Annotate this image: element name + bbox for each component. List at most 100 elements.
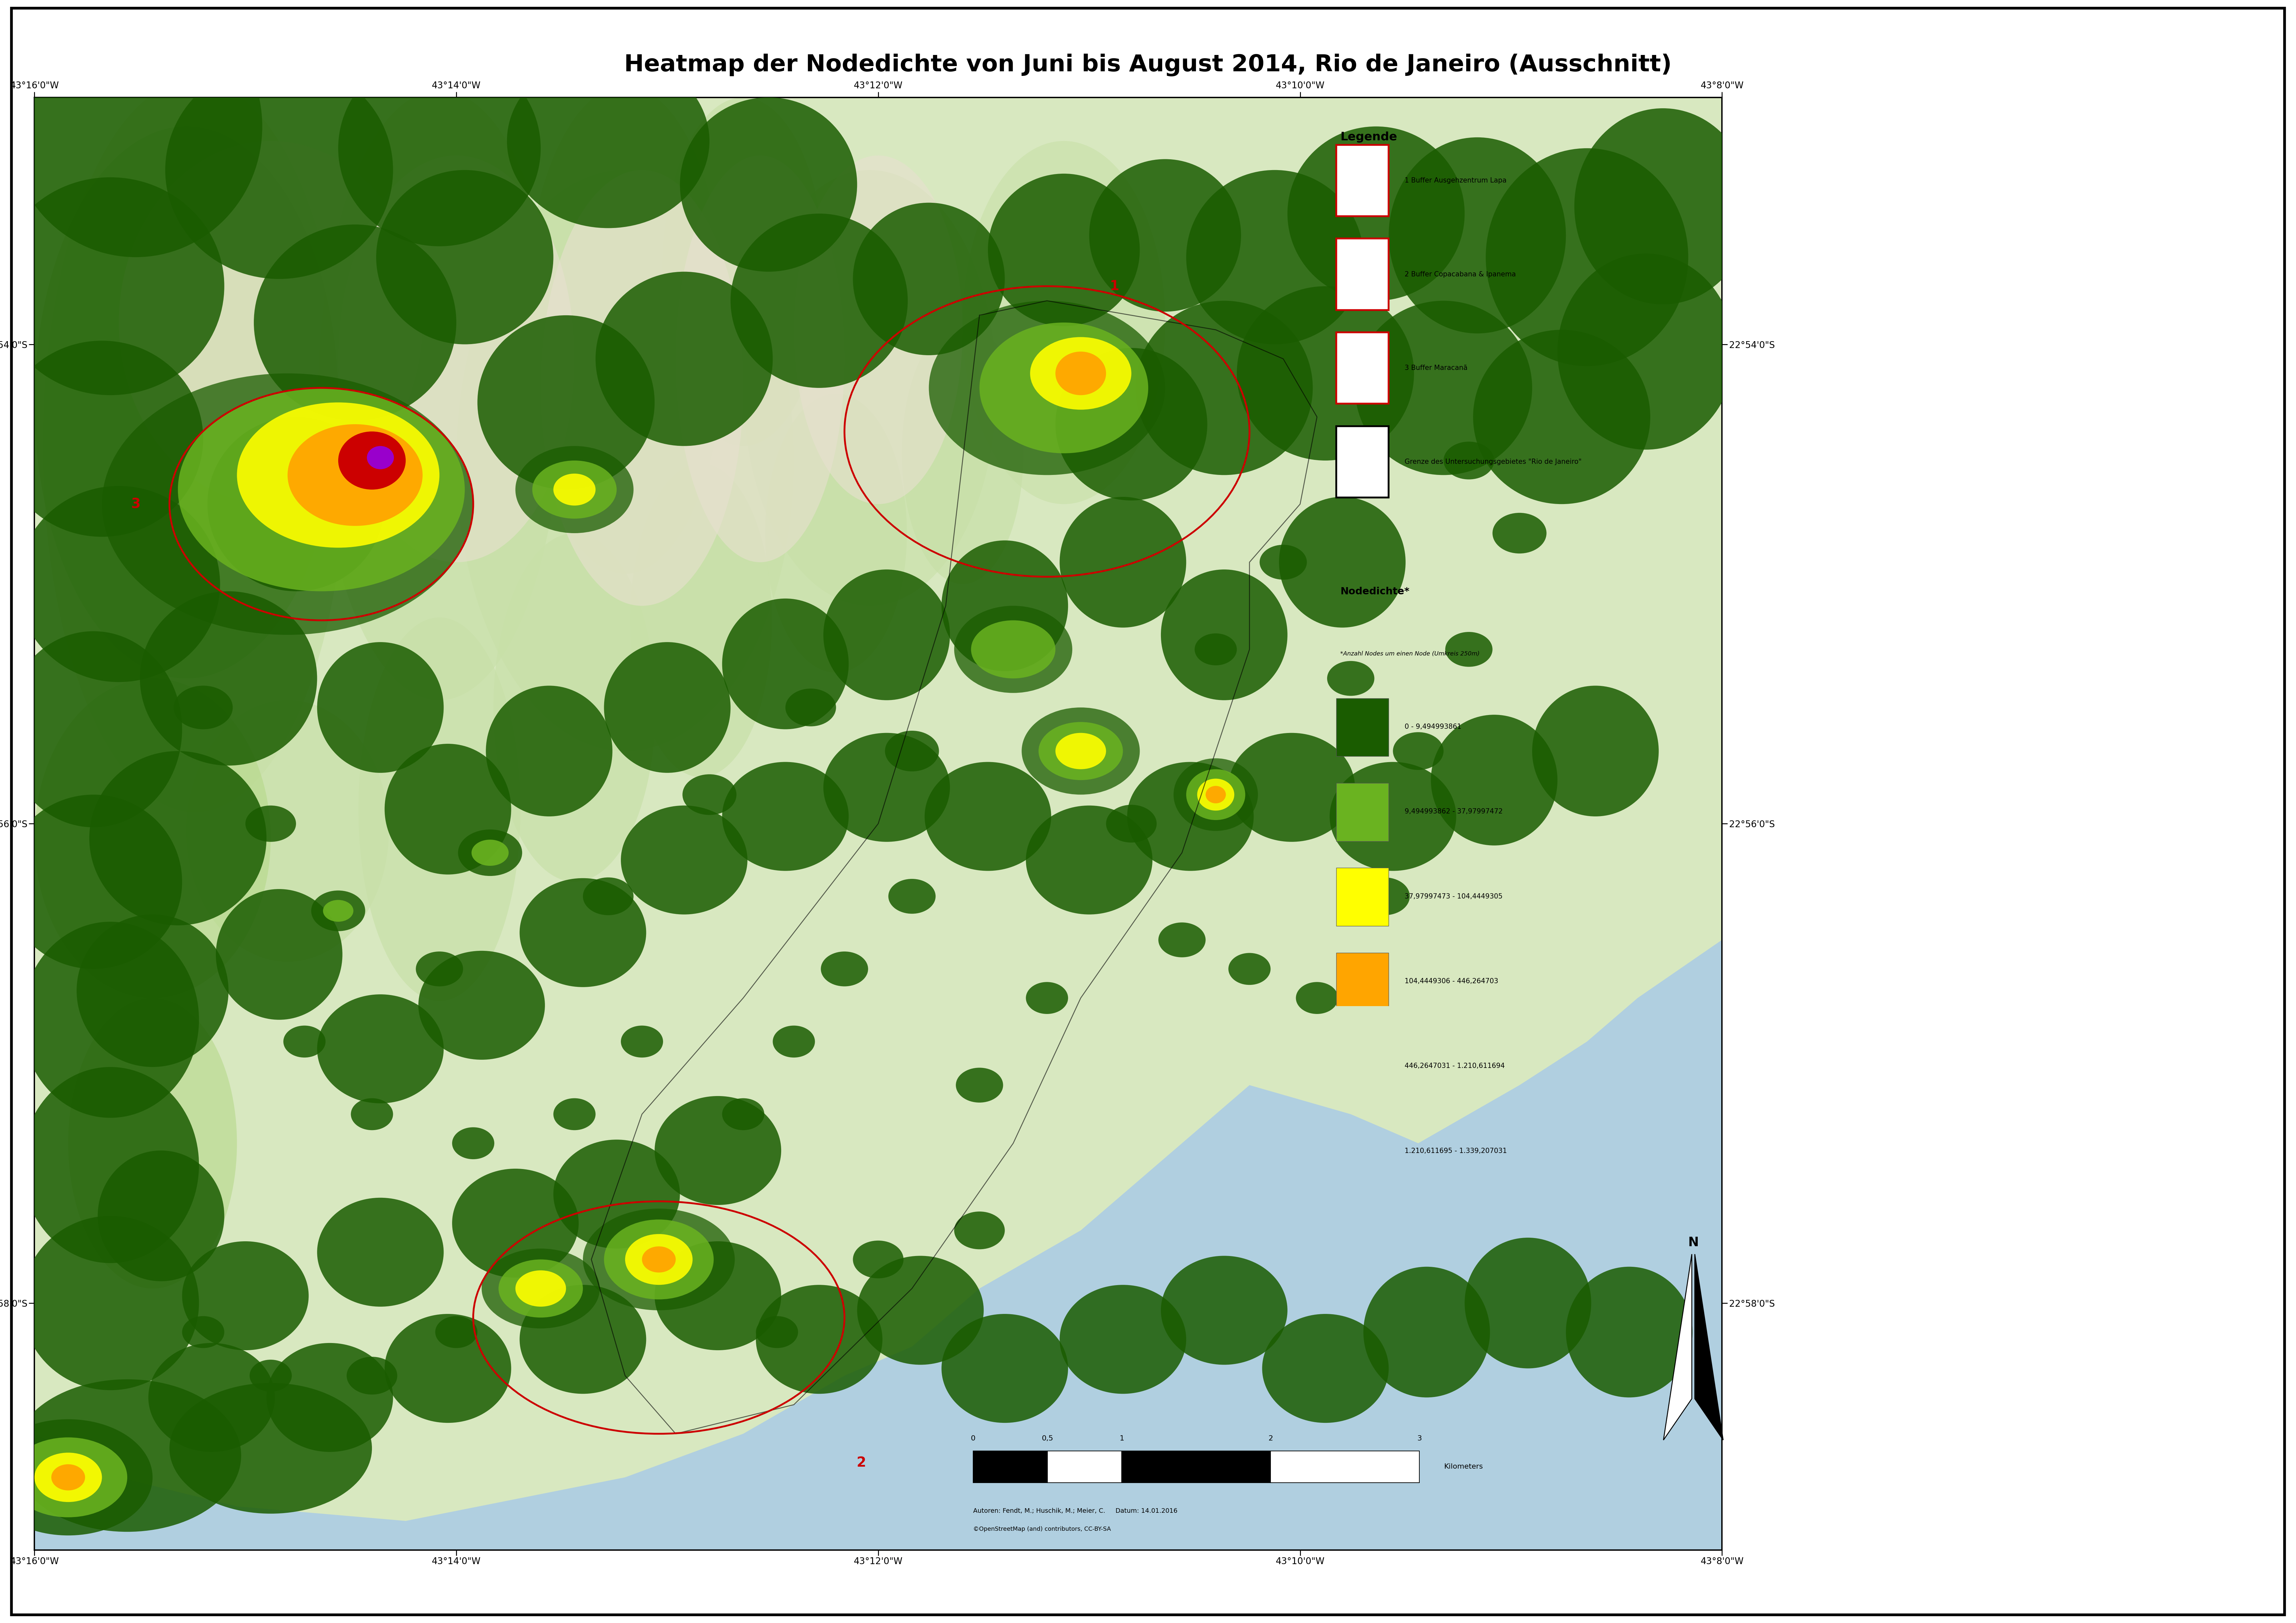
- Ellipse shape: [452, 1128, 494, 1159]
- Ellipse shape: [418, 951, 544, 1060]
- Ellipse shape: [1394, 732, 1444, 769]
- Ellipse shape: [76, 914, 230, 1066]
- Ellipse shape: [14, 1380, 241, 1532]
- Text: 1 Buffer Ausgehzentrum Lapa: 1 Buffer Ausgehzentrum Lapa: [1405, 177, 1506, 183]
- Ellipse shape: [18, 485, 220, 682]
- Ellipse shape: [1031, 338, 1132, 409]
- Ellipse shape: [9, 1438, 126, 1518]
- Ellipse shape: [629, 464, 771, 777]
- Ellipse shape: [5, 795, 181, 969]
- Ellipse shape: [643, 1246, 675, 1272]
- Ellipse shape: [1486, 148, 1688, 367]
- Ellipse shape: [170, 1383, 372, 1514]
- Polygon shape: [1662, 1255, 1692, 1440]
- Ellipse shape: [971, 620, 1056, 678]
- Ellipse shape: [514, 1271, 567, 1307]
- Ellipse shape: [0, 177, 225, 394]
- Ellipse shape: [1194, 633, 1238, 665]
- Ellipse shape: [730, 214, 907, 388]
- Ellipse shape: [925, 761, 1052, 872]
- Ellipse shape: [1038, 722, 1123, 781]
- Ellipse shape: [1444, 631, 1492, 667]
- Ellipse shape: [1238, 286, 1414, 461]
- Ellipse shape: [90, 751, 266, 925]
- Text: 0 - 9,494993861: 0 - 9,494993861: [1405, 724, 1460, 730]
- Ellipse shape: [1061, 1285, 1187, 1394]
- Ellipse shape: [1205, 786, 1226, 803]
- Text: 104,4449306 - 446,264703: 104,4449306 - 446,264703: [1405, 979, 1499, 985]
- Ellipse shape: [774, 1026, 815, 1058]
- Ellipse shape: [1492, 513, 1548, 553]
- Ellipse shape: [794, 156, 962, 505]
- Ellipse shape: [1329, 761, 1456, 872]
- Text: Autoren: Fendt, M.; Huschik, M.; Meier, C.     Datum: 14.01.2016: Autoren: Fendt, M.; Huschik, M.; Meier, …: [974, 1508, 1178, 1514]
- Ellipse shape: [34, 127, 338, 678]
- Ellipse shape: [1444, 441, 1495, 479]
- Text: 9,494993862 - 37,97997472: 9,494993862 - 37,97997472: [1405, 808, 1502, 815]
- Ellipse shape: [723, 1099, 765, 1130]
- Bar: [1336, 144, 1389, 216]
- Ellipse shape: [1295, 982, 1339, 1014]
- Ellipse shape: [1263, 1315, 1389, 1423]
- Ellipse shape: [317, 1198, 443, 1307]
- Bar: [974, 1451, 1047, 1483]
- Text: N: N: [1688, 1237, 1699, 1250]
- Ellipse shape: [553, 1099, 595, 1130]
- Ellipse shape: [1474, 329, 1651, 505]
- Ellipse shape: [1137, 300, 1313, 476]
- Ellipse shape: [436, 1316, 478, 1349]
- Text: ©OpenStreetMap (and) contributors, CC-BY-SA: ©OpenStreetMap (and) contributors, CC-BY…: [974, 1526, 1111, 1532]
- Text: 3 Buffer Maracanã: 3 Buffer Maracanã: [1405, 365, 1467, 372]
- Ellipse shape: [21, 922, 200, 1118]
- Ellipse shape: [654, 1242, 781, 1350]
- Ellipse shape: [181, 1316, 225, 1349]
- Bar: [1047, 1451, 1123, 1483]
- Ellipse shape: [723, 761, 850, 872]
- Ellipse shape: [1107, 805, 1157, 842]
- Ellipse shape: [317, 995, 443, 1104]
- Bar: [1336, 1123, 1389, 1180]
- Ellipse shape: [533, 461, 618, 519]
- Text: 1: 1: [1120, 1435, 1125, 1441]
- Polygon shape: [1694, 1255, 1722, 1440]
- Ellipse shape: [1430, 714, 1557, 846]
- Ellipse shape: [1355, 300, 1531, 476]
- Ellipse shape: [1196, 779, 1235, 810]
- Ellipse shape: [514, 446, 634, 532]
- Ellipse shape: [1359, 878, 1410, 915]
- Text: 2 Buffer Copacabana & Ipanema: 2 Buffer Copacabana & Ipanema: [1405, 271, 1515, 278]
- Ellipse shape: [186, 700, 388, 962]
- Text: 446,2647031 - 1.210,611694: 446,2647031 - 1.210,611694: [1405, 1063, 1504, 1070]
- Ellipse shape: [246, 805, 296, 842]
- Ellipse shape: [1279, 497, 1405, 628]
- Ellipse shape: [498, 1259, 583, 1318]
- Ellipse shape: [583, 1209, 735, 1310]
- Ellipse shape: [338, 156, 574, 562]
- Ellipse shape: [482, 1248, 599, 1329]
- Ellipse shape: [181, 1242, 308, 1350]
- Bar: [1336, 333, 1389, 404]
- Ellipse shape: [856, 1256, 983, 1365]
- Ellipse shape: [604, 1219, 714, 1300]
- Ellipse shape: [457, 170, 794, 751]
- Text: 37,97997473 - 104,4449305: 37,97997473 - 104,4449305: [1405, 893, 1502, 899]
- Ellipse shape: [1187, 170, 1364, 344]
- Ellipse shape: [34, 678, 271, 998]
- Ellipse shape: [852, 203, 1006, 355]
- Ellipse shape: [478, 315, 654, 490]
- Ellipse shape: [149, 1342, 276, 1453]
- Ellipse shape: [962, 141, 1164, 505]
- Ellipse shape: [207, 417, 386, 591]
- Ellipse shape: [250, 1360, 292, 1391]
- Ellipse shape: [1364, 1266, 1490, 1397]
- Ellipse shape: [1465, 1238, 1591, 1368]
- Ellipse shape: [1056, 734, 1107, 769]
- Ellipse shape: [317, 643, 443, 773]
- Ellipse shape: [675, 156, 845, 562]
- Text: *Anzahl Nodes um einen Node (Umkreis 250m): *Anzahl Nodes um einen Node (Umkreis 250…: [1341, 651, 1479, 657]
- Ellipse shape: [620, 805, 748, 914]
- Text: 3: 3: [131, 497, 140, 511]
- Text: Kilometers: Kilometers: [1444, 1464, 1483, 1470]
- Ellipse shape: [44, 80, 347, 812]
- Ellipse shape: [255, 224, 457, 420]
